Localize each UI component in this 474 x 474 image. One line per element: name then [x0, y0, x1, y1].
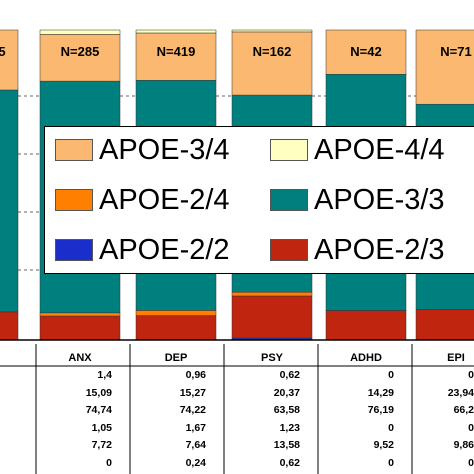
- n-label-adhd: N=42: [350, 44, 382, 59]
- table-cell-r0-dep: 0,96: [185, 369, 206, 381]
- table-header-anx: ANX: [68, 352, 92, 364]
- legend-label-apoe-2-4: APOE-2/4: [99, 183, 230, 216]
- legend-label-apoe-4-4: APOE-4/4: [314, 133, 445, 166]
- table-cell-r3-epi: 0: [468, 421, 474, 434]
- table-header-epi: EPI: [447, 352, 465, 364]
- table-cell-r5-anx: 0: [106, 456, 112, 469]
- legend-item-apoe-2-2: APOE-2/2: [55, 233, 230, 266]
- n-label-dep: N=419: [156, 44, 196, 59]
- legend-item-apoe-2-4: APOE-2/4: [55, 183, 230, 216]
- legend-swatch-apoe-2-2: [55, 239, 93, 261]
- chart-legend: APOE-3/4 APOE-4/4 APOE-2/4 APOE-3/3 APOE…: [44, 126, 474, 274]
- legend-label-apoe-3-4: APOE-3/4: [99, 133, 230, 166]
- bar-segment-left-partial-2-3: [0, 311, 19, 341]
- table-cell-r1-anx: 15,09: [85, 386, 112, 399]
- table-cell-r1-dep: 15,27: [179, 386, 206, 399]
- bar-segment-left-partial-3-4: [0, 29, 19, 91]
- table-cell-r0-psy: 0,62: [279, 369, 300, 381]
- legend-swatch-apoe-3-4: [55, 139, 93, 161]
- table-cell-r5-psy: 0,62: [279, 456, 300, 469]
- table-cell-r1-psy: 20,37: [273, 386, 300, 399]
- bar-segment-psy-apoe-2-4: [231, 291, 313, 297]
- bar-segment-dep-apoe-2-3: [135, 315, 217, 340]
- n-label-epi: N=71: [440, 44, 472, 59]
- table-cell-r0-adhd: 0: [388, 369, 394, 381]
- bar-segment-anx-apoe-3-4: [39, 34, 121, 82]
- table-header-adhd: ADHD: [350, 352, 382, 364]
- bar-segment-adhd-apoe-2-3: [325, 310, 407, 341]
- table-cell-r1-epi: 23,94: [447, 386, 474, 399]
- legend-swatch-apoe-4-4: [270, 139, 308, 161]
- table-cell-r3-anx: 1,05: [91, 421, 112, 434]
- table-cell-r4-anx: 7,72: [91, 439, 112, 451]
- bar-segment-dep-apoe-4-4: [135, 29, 217, 34]
- table-cell-r3-adhd: 0: [388, 421, 394, 434]
- bar-segment-epi-apoe-3-4: [415, 29, 474, 105]
- n-label-unnamed: 5: [0, 44, 6, 59]
- legend-item-apoe-3-3: APOE-3/3: [270, 183, 445, 216]
- legend-swatch-apoe-2-3: [270, 239, 308, 261]
- legend-label-apoe-3-3: APOE-3/3: [314, 183, 445, 216]
- bar-segment-psy-apoe-4-4: [231, 29, 313, 33]
- legend-item-apoe-3-4: APOE-3/4: [55, 133, 230, 166]
- table-cell-r2-dep: 74,22: [179, 404, 206, 416]
- table-cell-r4-dep: 7,64: [185, 439, 206, 451]
- bar-segment-psy-apoe-2-3: [231, 295, 313, 339]
- legend-swatch-apoe-3-3: [270, 189, 308, 211]
- bar-segment-anx-apoe-4-4: [39, 29, 121, 35]
- bar-segment-adhd-apoe-3-4: [325, 29, 407, 75]
- table-cell-r5-adhd: 0: [388, 456, 394, 469]
- table-cell-r2-epi: 66,2: [453, 404, 474, 416]
- table-cell-r1-adhd: 14,29: [367, 386, 394, 399]
- table-cell-r5-dep: 0,24: [185, 456, 206, 469]
- legend-swatch-apoe-2-4: [55, 189, 93, 211]
- bar-segment-dep-apoe-2-4: [135, 310, 217, 316]
- legend-label-apoe-2-3: APOE-2/3: [314, 233, 445, 266]
- bar-segment-epi-apoe-2-3: [415, 309, 474, 341]
- table-cell-r4-psy: 13,58: [273, 439, 300, 451]
- legend-item-apoe-2-3: APOE-2/3: [270, 233, 445, 266]
- bar-segment-anx-apoe-2-3: [39, 315, 121, 341]
- table-cell-r0-anx: 1,4: [97, 369, 112, 381]
- table-cell-r3-psy: 1,23: [279, 421, 300, 434]
- bar-segment-psy-apoe-3-4: [231, 31, 313, 96]
- legend-label-apoe-2-2: APOE-2/2: [99, 233, 230, 266]
- table-cell-r4-adhd: 9,52: [373, 439, 394, 451]
- legend-item-apoe-4-4: APOE-4/4: [270, 133, 445, 166]
- table-cell-r2-anx: 74,74: [85, 404, 112, 416]
- n-label-anx: N=285: [60, 44, 100, 59]
- table-cell-r0-epi: 0: [468, 369, 474, 381]
- table-cell-r3-dep: 1,67: [185, 421, 206, 434]
- table-header-psy: PSY: [260, 352, 284, 364]
- table-header-dep: DEP: [164, 352, 188, 364]
- table-cell-r2-adhd: 76,19: [367, 404, 394, 416]
- bar-segment-anx-apoe-2-4: [39, 312, 121, 317]
- table-cell-r5-epi: 0: [468, 456, 474, 469]
- bar-segment-dep-apoe-3-4: [135, 32, 217, 81]
- table-cell-r2-psy: 63,58: [273, 404, 300, 416]
- table-cell-r4-epi: 9,86: [453, 439, 474, 451]
- n-label-psy: N=162: [252, 44, 292, 59]
- bar-segment-left-partial-3-3: [0, 89, 19, 313]
